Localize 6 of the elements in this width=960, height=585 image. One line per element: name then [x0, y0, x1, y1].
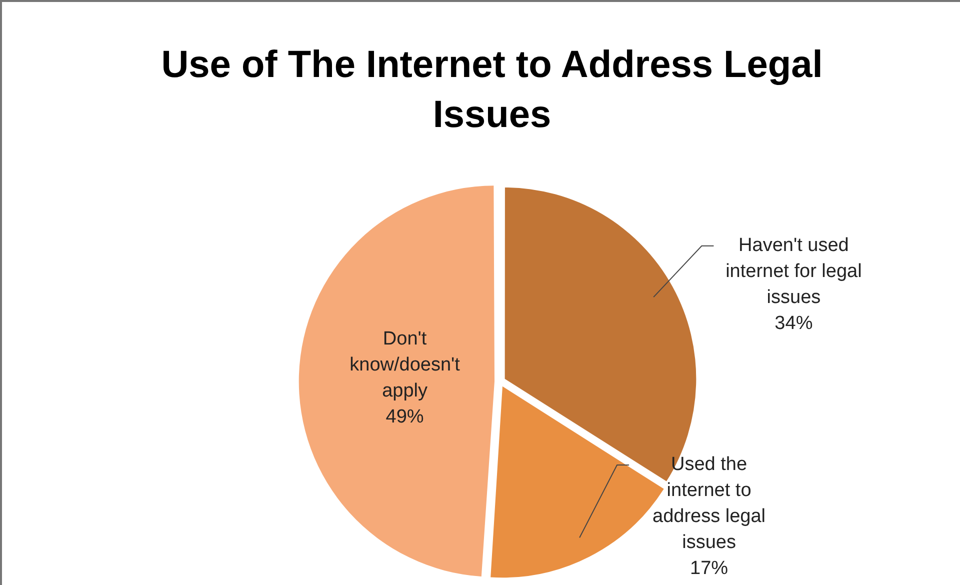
slice-label: Haven't used internet for legal issues [726, 235, 862, 308]
data-label: 49% [386, 406, 424, 428]
slice-label: Don't know/doesn't apply [350, 328, 461, 402]
data-label: 34% [774, 313, 813, 334]
chart-title: Use of The Internet to Address Legal Issues [160, 43, 824, 138]
data-label: 17% [690, 558, 728, 580]
